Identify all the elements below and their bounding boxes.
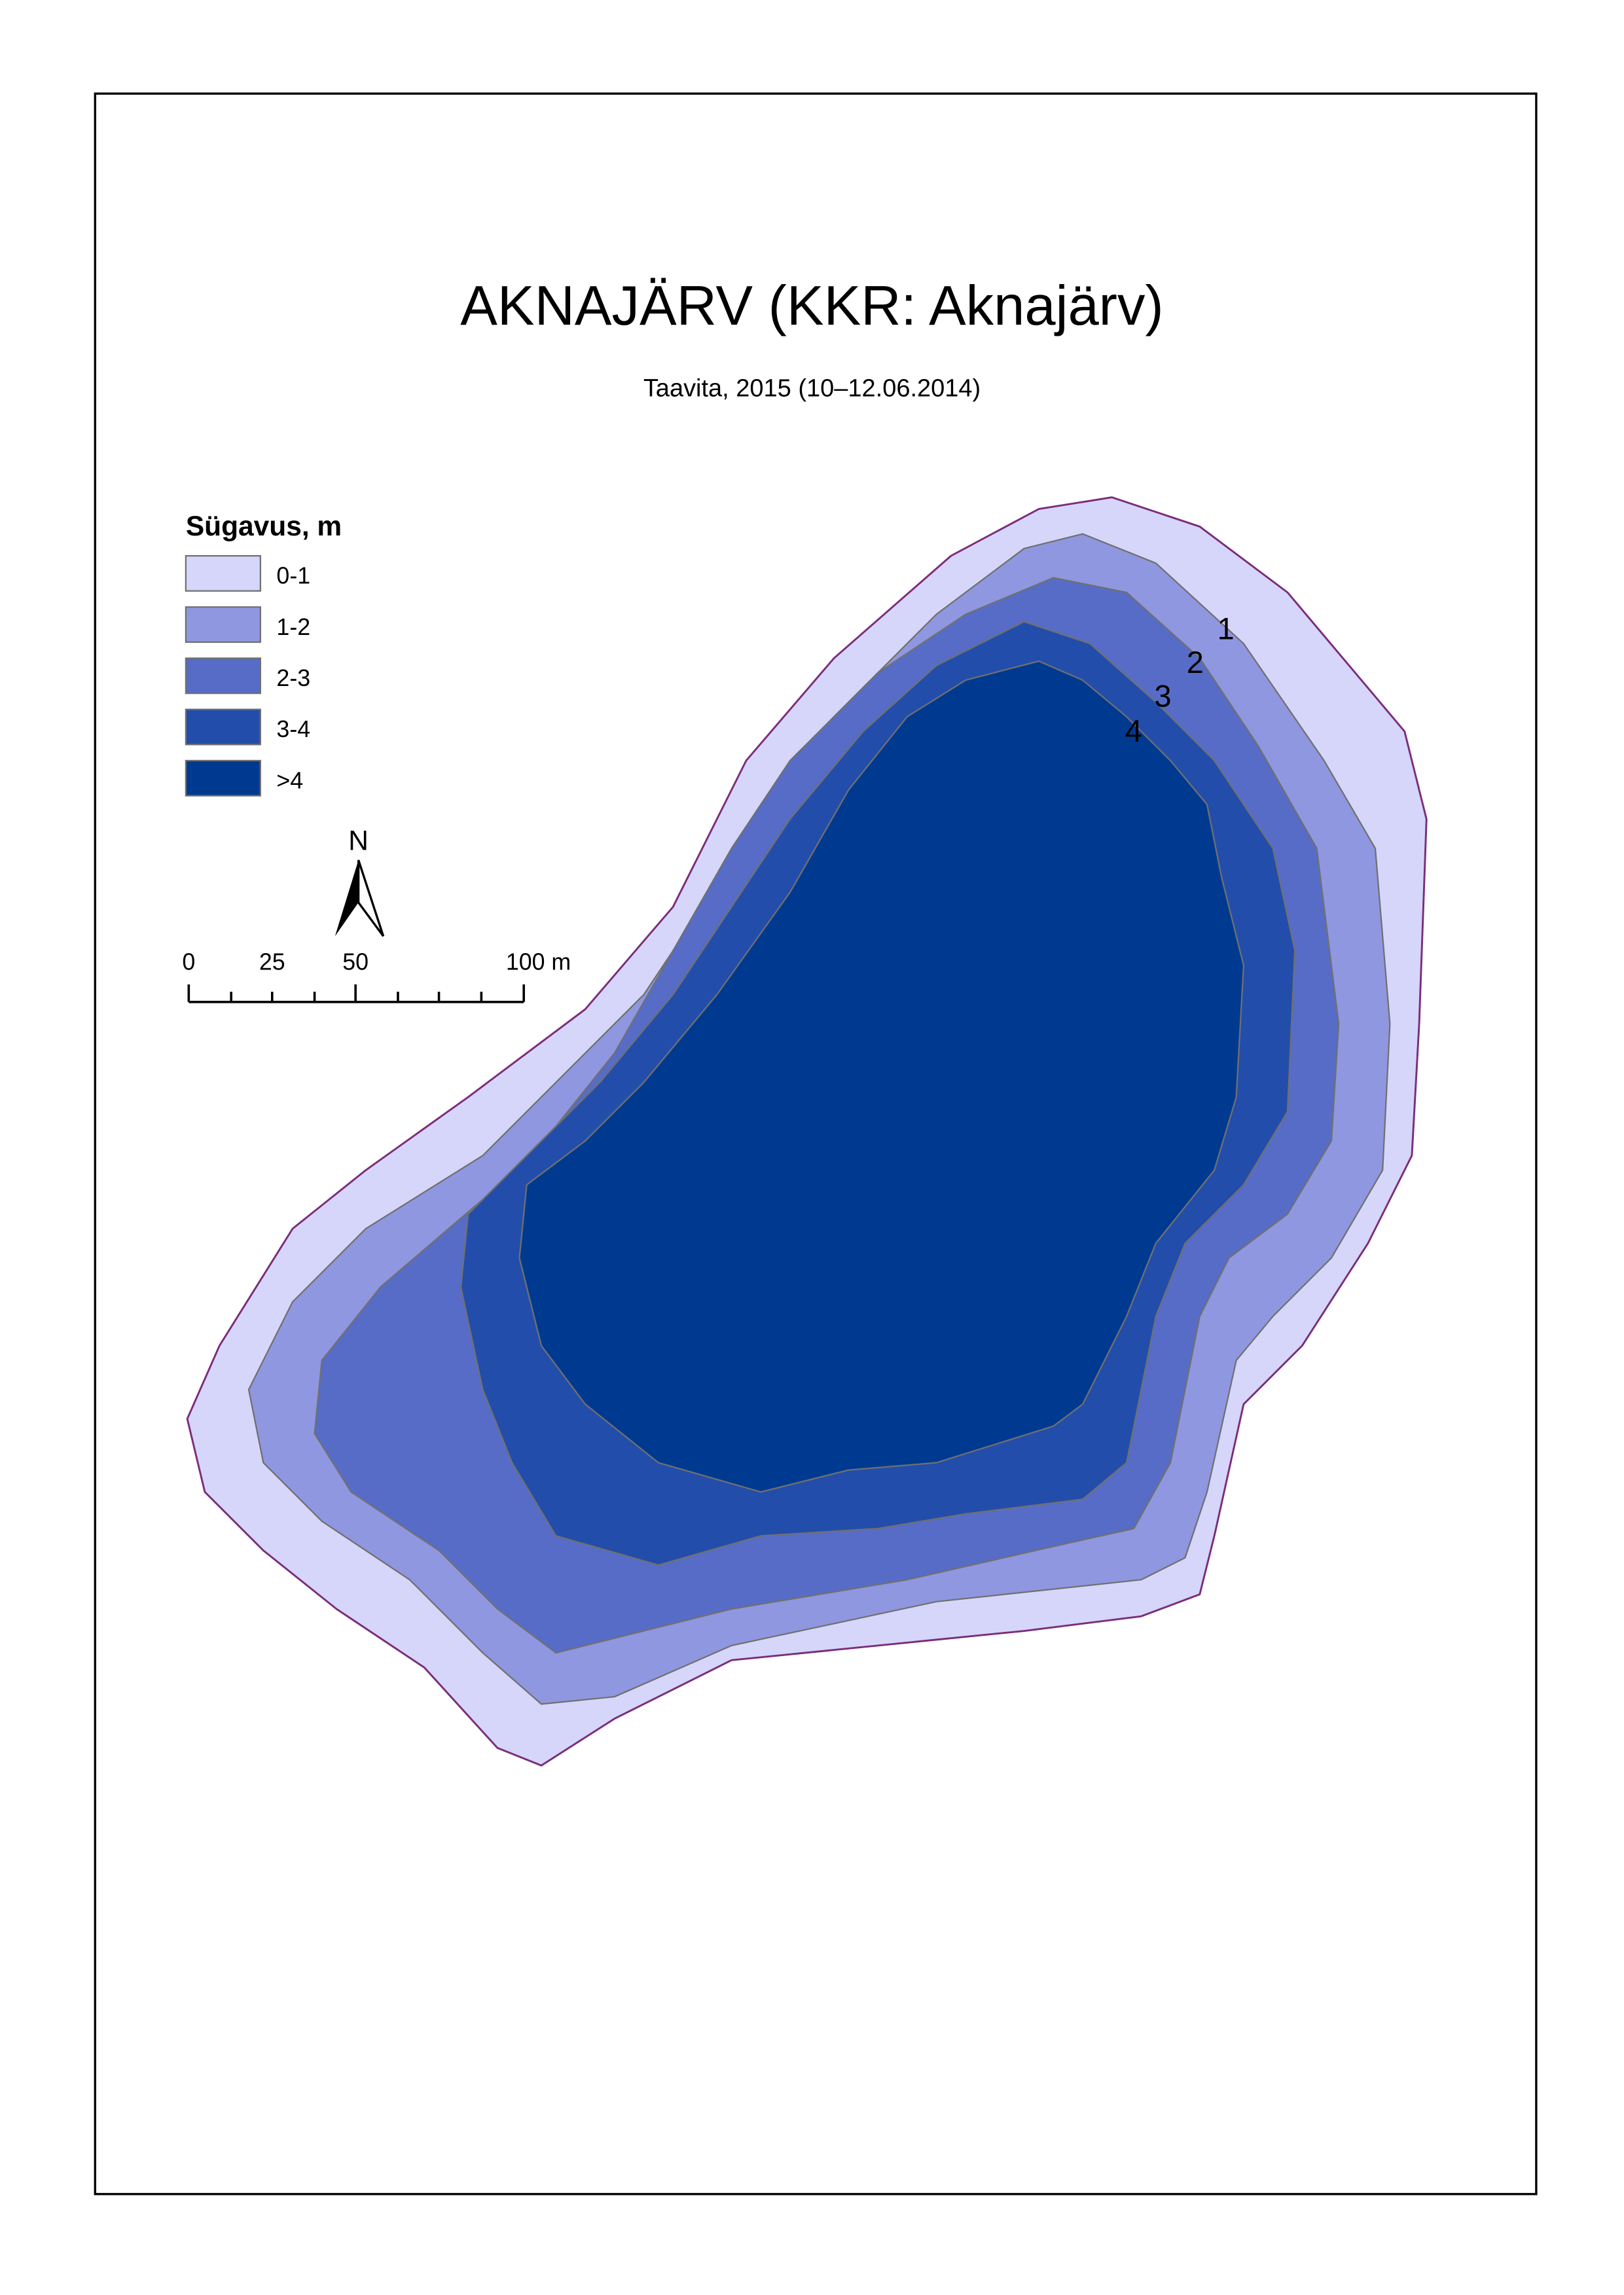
legend-item: 3-4 [185,708,310,746]
legend-swatch [185,606,261,643]
legend-swatch [185,555,261,592]
legend-label: 2-3 [276,665,310,691]
map-subtitle: Taavita, 2015 (10–12.06.2014) [643,375,981,403]
contour-label-4: 4 [1125,714,1142,748]
legend-item: 0-1 [185,555,310,592]
legend-item: 1-2 [185,606,310,643]
contour-labels: 1 2 3 4 [1125,612,1235,748]
north-label: N [348,825,369,856]
legend-label: 0-1 [276,563,310,589]
contour-label-2: 2 [1187,645,1204,679]
lake-depth-map [186,496,1428,1767]
scale-label: 25 [259,949,285,975]
legend: Sügavus, m 0-1 1-2 2-3 3-4 >4 [185,511,342,797]
north-arrow-icon [334,859,359,937]
legend-item: 2-3 [185,657,310,695]
north-arrow-outline-icon [357,859,385,937]
scale-label: 0 [182,949,195,975]
legend-label: >4 [276,767,303,793]
legend-label: 3-4 [276,716,310,742]
scale-label: 50 [342,949,369,975]
contour-label-3: 3 [1155,679,1172,713]
scale-bar: 0 25 50 100 m [182,949,571,1003]
north-arrow: N [334,825,385,937]
map-title: AKNAJÄRV (KKR: Aknajärv) [460,274,1163,336]
contour-label-1: 1 [1218,612,1235,646]
depth-zone-over-4 [518,660,1244,1493]
legend-title: Sügavus, m [186,511,342,541]
legend-swatch [185,759,261,797]
scale-label: 100 m [506,949,571,975]
legend-item: >4 [185,759,303,797]
legend-swatch [185,708,261,746]
map-frame [94,92,1538,2196]
legend-swatch [185,657,261,695]
legend-label: 1-2 [276,614,310,640]
